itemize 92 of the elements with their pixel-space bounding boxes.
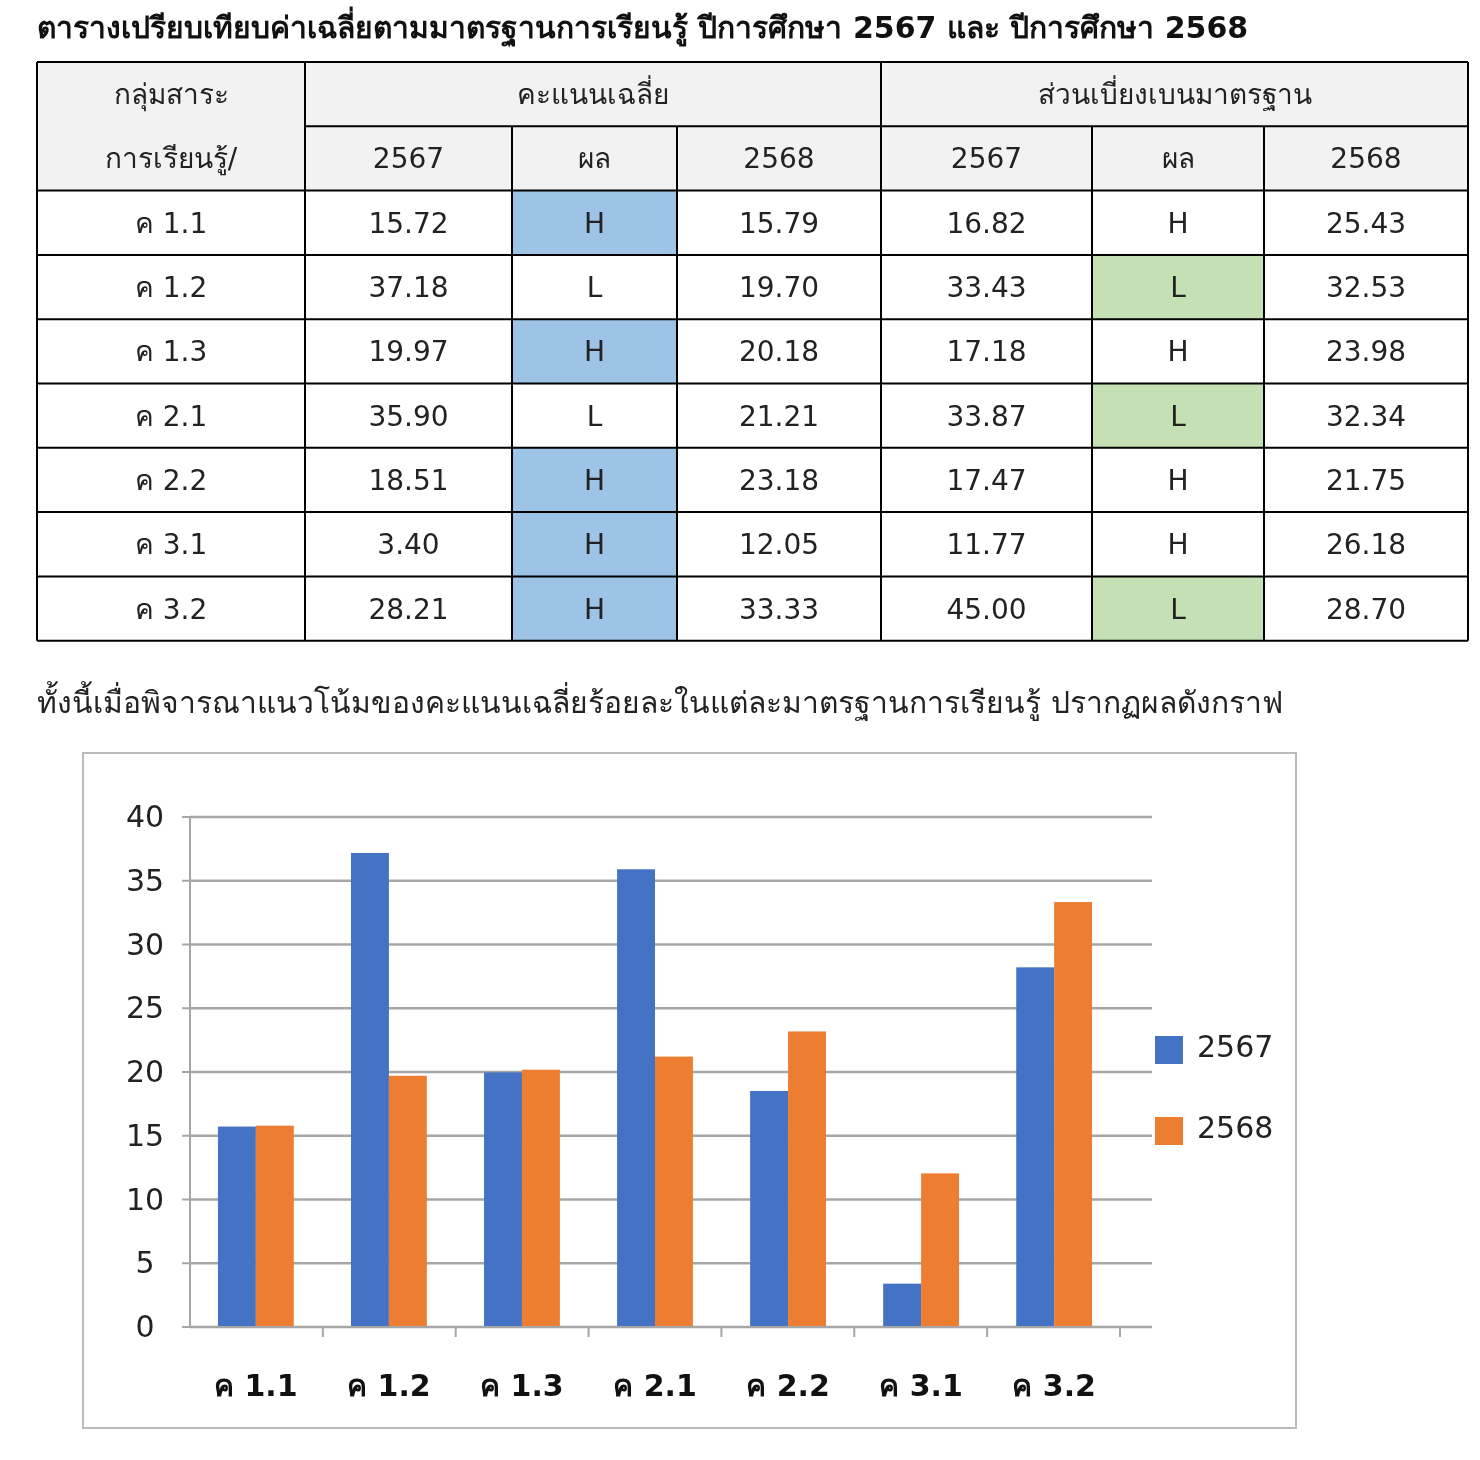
text: 3.40 (377, 528, 440, 562)
text: 26.18 (1325, 528, 1407, 562)
text: 12.05 (738, 528, 820, 562)
text: 32.53 (1325, 271, 1407, 305)
category-label: 2568 (1330, 142, 1402, 176)
legend-label: 2568 (1197, 1110, 1274, 1145)
x-tick-label: ค 3.2 (1012, 1368, 1096, 1403)
text: 19.97 (368, 335, 449, 369)
bar (388, 1075, 427, 1327)
text: 20.18 (738, 335, 820, 369)
x-tick-label: ค 3.1 (879, 1368, 963, 1403)
category-label: 2568 (743, 142, 815, 176)
text: 15.79 (738, 206, 820, 240)
x-tick-label: ค 1.2 (347, 1368, 431, 1403)
x-tick-label: ค 2.1 (613, 1368, 697, 1403)
text: H (1167, 206, 1189, 240)
text: H (583, 528, 606, 562)
bar (655, 1056, 693, 1327)
text: H (583, 463, 606, 497)
text: L (1170, 399, 1186, 433)
bar (788, 1031, 826, 1327)
text: 21.21 (738, 399, 820, 433)
text: 11.77 (946, 528, 1027, 562)
text: 35.90 (368, 399, 449, 433)
category-label: ผล (1161, 142, 1195, 176)
text: H (1167, 335, 1189, 369)
category-label: 2567 (372, 142, 445, 176)
text: 18.51 (368, 463, 449, 497)
bar (350, 852, 389, 1327)
text: L (586, 271, 603, 305)
bar (1016, 967, 1055, 1327)
text: 28.70 (1325, 592, 1407, 626)
text: 23.18 (738, 463, 820, 497)
text: ส่วนเบี่ยงเบนมาตรฐาน (1037, 75, 1312, 112)
bar (617, 869, 655, 1327)
text: 17.18 (946, 335, 1027, 369)
text: 19.70 (738, 271, 820, 305)
x-tick-label: ค 1.3 (480, 1368, 564, 1403)
text: 21.75 (1325, 463, 1407, 497)
text: 17.47 (946, 463, 1027, 497)
category-label: ค 2.1 (134, 399, 208, 433)
x-tick-label: ค 2.2 (746, 1368, 830, 1403)
chart-title: ทั้งนี้เมื่อพิจารณาแนวโน้มของคะแนนเฉลี่ยร้อยละในแต่ละมาตรฐานการเรียนรู้ ปรากฏผลดังกราฟ (37, 681, 1283, 721)
text: L (1170, 592, 1186, 626)
text: 28.21 (368, 592, 449, 626)
category-label: 2567 (950, 142, 1023, 176)
bar (1054, 902, 1093, 1327)
text: กลุ่มสาระ การเรียนรู้/ (104, 78, 238, 177)
text: 16.82 (946, 206, 1027, 240)
text: 45.00 (946, 592, 1027, 626)
text: 33.33 (738, 592, 820, 626)
category-label: ผล (578, 142, 611, 176)
text: L (586, 399, 603, 433)
text: 37.18 (368, 271, 449, 305)
category-label: ค 2.2 (134, 463, 208, 497)
x-tick-label: ค 1.1 (214, 1368, 298, 1403)
text: L (1170, 271, 1186, 305)
text: H (583, 592, 606, 626)
y-tick-label: 0 (135, 1309, 155, 1344)
bar (921, 1173, 960, 1327)
category-label: ค 1.2 (134, 271, 208, 305)
text: H (583, 335, 606, 369)
bar (217, 1126, 256, 1327)
bar (521, 1069, 560, 1327)
bar (883, 1283, 922, 1327)
y-tick-label: 40 (125, 799, 165, 834)
y-tick-label: 25 (125, 990, 165, 1026)
bar (750, 1091, 789, 1327)
category-label: ค 1.3 (134, 335, 208, 369)
text: H (1167, 528, 1189, 562)
category-label: ค 1.1 (134, 206, 208, 240)
category-label: ค 3.1 (134, 528, 208, 562)
text: 25.43 (1325, 206, 1407, 240)
bar (255, 1125, 294, 1327)
y-tick-label: 30 (125, 926, 165, 962)
text: 15.72 (368, 206, 449, 240)
bar (484, 1072, 522, 1327)
category-label: ค 3.2 (134, 592, 208, 626)
y-tick-label: 35 (125, 862, 165, 898)
text: คะแนนเฉลี่ย (517, 75, 669, 112)
text: 33.87 (946, 399, 1027, 433)
text: 23.98 (1325, 335, 1407, 369)
text: H (583, 206, 606, 240)
text: H (1167, 463, 1189, 497)
y-tick-label: 15 (125, 1117, 165, 1153)
legend-label: 2567 (1197, 1029, 1274, 1064)
text: 33.43 (946, 271, 1027, 305)
text: ตารางเปรียบเทียบค่าเฉลี่ยตามมาตรฐานการเรียนรู้ ปีการศึกษา 2567 และ ปีการศึกษา 2568 (37, 6, 1249, 48)
text: 32.34 (1325, 399, 1407, 433)
y-tick-label: 5 (135, 1245, 155, 1281)
y-tick-label: 10 (125, 1181, 165, 1217)
y-tick-label: 20 (125, 1054, 165, 1089)
